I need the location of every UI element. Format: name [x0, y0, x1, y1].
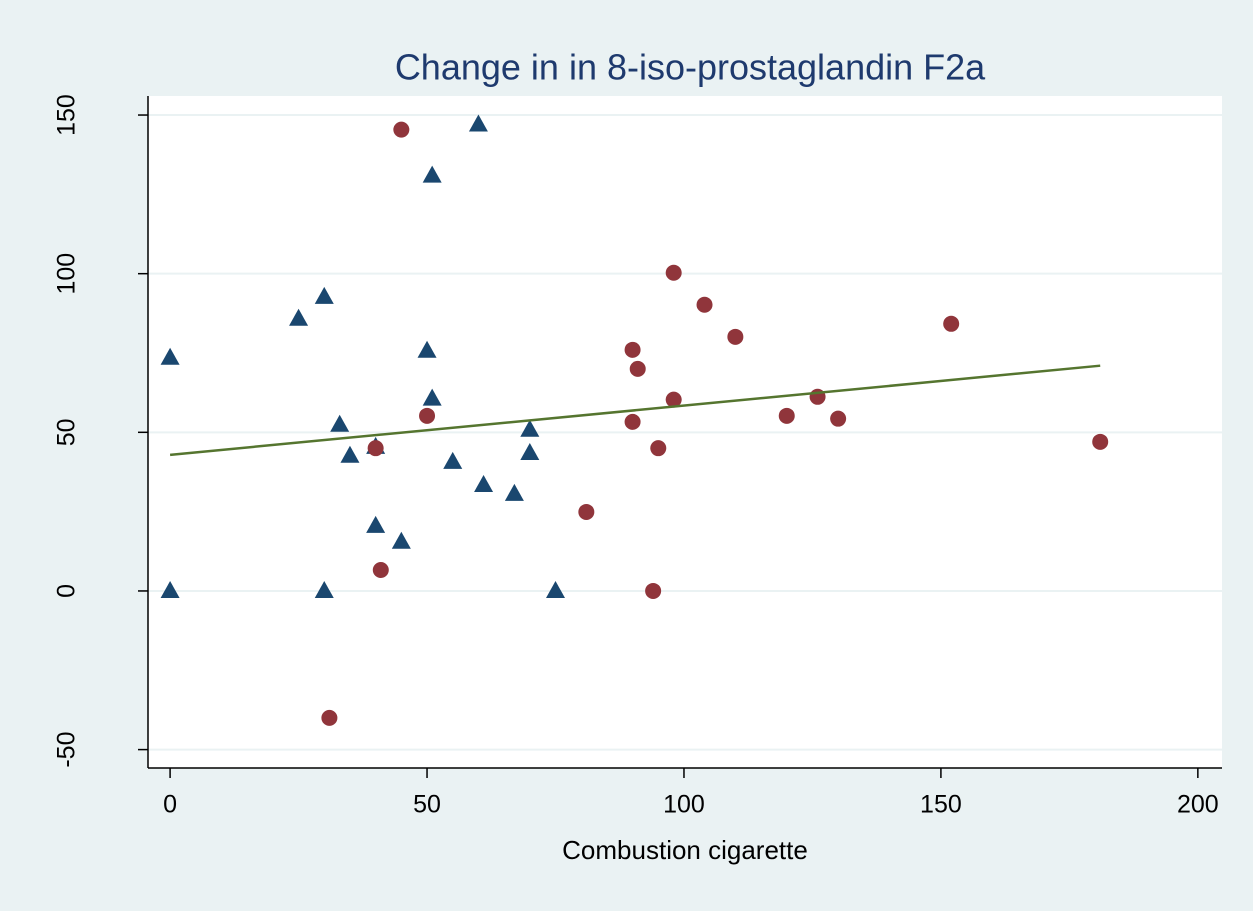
point: [1092, 433, 1109, 450]
point: [422, 165, 442, 183]
x-tick-label: 150: [920, 791, 962, 819]
point: [160, 347, 180, 365]
chart-title: Change in in 8-iso-prostaglandin F2a: [395, 47, 986, 88]
point: [419, 407, 436, 424]
point: [578, 503, 595, 520]
point: [366, 515, 386, 533]
x-tick-label: 200: [1177, 791, 1219, 819]
x-tick-label: 0: [163, 791, 177, 819]
point: [314, 580, 334, 598]
point: [160, 580, 180, 598]
y-tick-label: -50: [53, 732, 81, 768]
point: [696, 296, 713, 313]
point: [520, 442, 540, 460]
point: [665, 391, 682, 408]
point: [665, 264, 682, 281]
point: [289, 308, 309, 326]
point: [391, 531, 411, 549]
y-tick-label: 50: [53, 418, 81, 446]
point: [330, 414, 350, 432]
x-tick-label: 50: [413, 791, 441, 819]
point: [393, 121, 410, 138]
point: [520, 419, 540, 437]
x-tick-label: 100: [663, 791, 705, 819]
point: [367, 440, 384, 457]
point: [778, 407, 795, 424]
point: [645, 582, 662, 599]
point: [830, 410, 847, 427]
point: [468, 114, 488, 132]
point: [321, 709, 338, 726]
point: [340, 445, 360, 463]
point: [443, 451, 463, 469]
y-tick-label: 0: [53, 584, 81, 598]
point: [314, 286, 334, 304]
point: [650, 440, 667, 457]
x-axis-label: Combustion cigarette: [562, 835, 808, 865]
point: [943, 315, 960, 332]
point: [624, 341, 641, 358]
y-tick-label: 150: [53, 94, 81, 136]
fit-line: [169, 364, 1101, 457]
point: [546, 580, 566, 598]
y-tick-label: 100: [53, 253, 81, 295]
point: [422, 388, 442, 406]
point: [629, 360, 646, 377]
point: [727, 328, 744, 345]
point: [417, 340, 437, 358]
point: [474, 474, 494, 492]
point: [372, 562, 389, 579]
point: [504, 483, 524, 501]
point: [624, 413, 641, 430]
